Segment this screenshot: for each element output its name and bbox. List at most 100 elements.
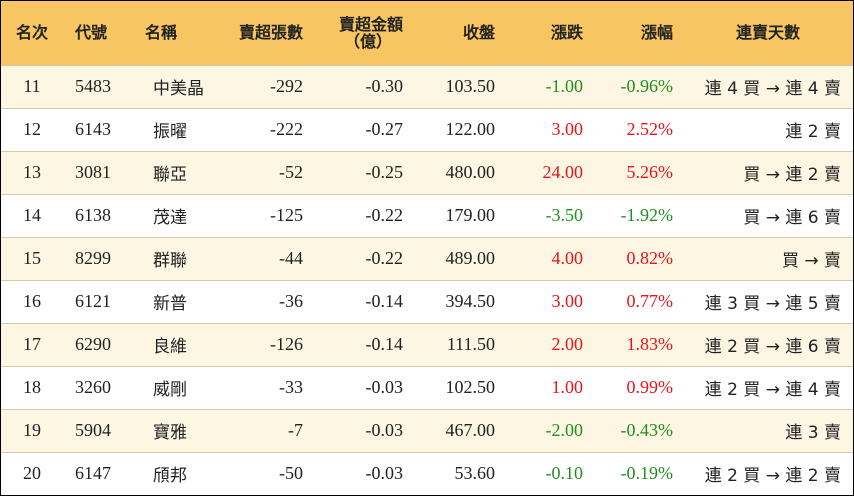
header-pct: 漲幅 (640, 23, 673, 43)
cell-sell-amount: -0.14 (365, 291, 404, 311)
cell-rank: 20 (23, 463, 41, 484)
table-row: 12 6143 振曜 -222 -0.27 122.00 3.00 2.52% 連 2 賣 (1, 108, 853, 151)
cell-name: 振曜 (153, 122, 187, 142)
cell-sell-lots: -7 (288, 420, 303, 440)
header-sell-amount-line1: 賣超金額 (338, 14, 403, 34)
cell-sell-amount: -0.22 (365, 205, 404, 225)
table-row: 17 6290 良維 -126 -0.14 111.50 2.00 1.83% 連 2 買 → … (1, 323, 853, 366)
header-days: 連賣天數 (735, 23, 800, 43)
cell-change: 3.00 (551, 119, 584, 139)
cell-sell-lots: -33 (279, 377, 303, 397)
table-row: 14 6138 茂達 -125 -0.22 179.00 -3.50 -1.92% 買 → 連 … (1, 194, 853, 237)
header-sell-amount: 賣超金額 （億） (313, 1, 413, 65)
cell-days: 連 2 賣 (785, 122, 841, 142)
cell-change: 1.00 (551, 377, 584, 397)
table-body: 11 5483 中美晶 -292 -0.30 103.50 -1.00 -0.96% 連 4 買… (1, 65, 853, 495)
cell-pct: -0.96% (620, 76, 674, 96)
cell-name: 良維 (153, 337, 187, 357)
cell-close: 122.00 (445, 119, 496, 139)
cell-code: 6138 (75, 205, 111, 225)
cell-rank: 17 (23, 334, 41, 354)
cell-name: 威剛 (153, 380, 187, 400)
cell-rank: 18 (23, 377, 41, 397)
cell-change: 4.00 (551, 248, 584, 268)
cell-code: 6290 (75, 334, 111, 354)
cell-code: 5483 (75, 76, 111, 96)
cell-pct: 2.52% (626, 119, 674, 139)
header-name: 名稱 (145, 23, 178, 43)
cell-sell-lots: -292 (270, 76, 303, 96)
header-sell-lots: 賣超張數 (238, 23, 303, 43)
cell-close: 103.50 (445, 76, 496, 96)
header-row: 名次 代號 名稱 賣超張數 賣超金額 （億） 收盤 漲跌 漲幅 連賣天數 (1, 1, 853, 65)
cell-days: 買 → 賣 (781, 251, 841, 271)
cell-code: 3260 (75, 377, 111, 397)
cell-rank: 13 (23, 162, 41, 182)
table-row: 13 3081 聯亞 -52 -0.25 480.00 24.00 5.26% 買 → 連 2 … (1, 151, 853, 194)
table-row: 20 6147 頎邦 -50 -0.03 53.60 -0.10 -0.19% 連 2 買 → … (1, 452, 853, 495)
cell-name: 新普 (153, 294, 187, 314)
cell-days: 連 3 買 → 連 5 賣 (704, 294, 841, 314)
header-change: 漲跌 (550, 23, 583, 43)
cell-change: 3.00 (551, 291, 584, 311)
cell-close: 480.00 (445, 162, 496, 182)
cell-sell-amount: -0.03 (365, 377, 404, 397)
cell-sell-lots: -36 (279, 291, 303, 311)
cell-change: 2.00 (551, 334, 584, 354)
cell-change: -1.00 (545, 76, 584, 96)
cell-pct: 0.99% (626, 377, 674, 397)
cell-sell-lots: -126 (270, 334, 303, 354)
cell-close: 102.50 (445, 377, 496, 397)
cell-rank: 14 (23, 205, 41, 225)
cell-code: 8299 (75, 248, 111, 268)
cell-pct: -0.43% (620, 420, 674, 440)
cell-code: 3081 (75, 162, 111, 182)
cell-sell-amount: -0.27 (365, 119, 404, 139)
cell-name: 頎邦 (153, 466, 187, 487)
cell-pct: 5.26% (626, 162, 674, 182)
cell-sell-amount: -0.25 (365, 162, 404, 182)
header-close: 收盤 (462, 23, 495, 43)
cell-code: 5904 (75, 420, 111, 440)
table-row: 18 3260 威剛 -33 -0.03 102.50 1.00 0.99% 連 2 買 → 連… (1, 366, 853, 409)
table-row: 11 5483 中美晶 -292 -0.30 103.50 -1.00 -0.96% 連 4 買… (1, 65, 853, 108)
cell-pct: 0.77% (626, 291, 674, 311)
cell-sell-lots: -44 (279, 248, 303, 268)
cell-pct: -1.92% (620, 205, 674, 225)
cell-rank: 11 (23, 76, 41, 96)
table-header: 名次 代號 名稱 賣超張數 賣超金額 （億） 收盤 漲跌 漲幅 連賣天數 (1, 1, 853, 65)
cell-close: 179.00 (445, 205, 496, 225)
cell-sell-amount: -0.30 (365, 76, 404, 96)
table-row: 15 8299 群聯 -44 -0.22 489.00 4.00 0.82% 買 → 賣 (1, 237, 853, 280)
cell-close: 111.50 (446, 334, 495, 354)
cell-days: 連 2 買 → 連 6 賣 (704, 337, 841, 357)
cell-pct: 1.83% (626, 334, 674, 354)
cell-rank: 15 (23, 248, 41, 268)
cell-days: 連 2 買 → 連 2 賣 (704, 466, 841, 487)
cell-sell-amount: -0.03 (365, 420, 404, 440)
cell-days: 連 3 賣 (785, 423, 841, 443)
cell-sell-amount: -0.14 (365, 334, 404, 354)
header-rank: 名次 (15, 23, 48, 43)
cell-days: 買 → 連 6 賣 (743, 208, 841, 228)
cell-sell-lots: -52 (279, 162, 303, 182)
cell-name: 寶雅 (153, 423, 187, 443)
cell-change: -2.00 (545, 420, 584, 440)
cell-sell-lots: -50 (279, 463, 303, 484)
cell-close: 489.00 (445, 248, 496, 268)
cell-change: -0.10 (545, 463, 584, 484)
cell-rank: 12 (23, 119, 41, 139)
cell-days: 連 4 買 → 連 4 賣 (704, 79, 841, 99)
table-row: 16 6121 新普 -36 -0.14 394.50 3.00 0.77% 連 3 買 → 連… (1, 280, 853, 323)
cell-sell-amount: -0.22 (365, 248, 404, 268)
cell-name: 茂達 (153, 208, 187, 228)
cell-code: 6147 (75, 463, 111, 484)
cell-change: -3.50 (545, 205, 584, 225)
cell-close: 53.60 (454, 463, 496, 484)
cell-name: 中美晶 (153, 79, 204, 99)
cell-sell-amount: -0.03 (365, 463, 404, 484)
cell-days: 連 2 買 → 連 4 賣 (704, 380, 841, 400)
cell-code: 6121 (75, 291, 111, 311)
